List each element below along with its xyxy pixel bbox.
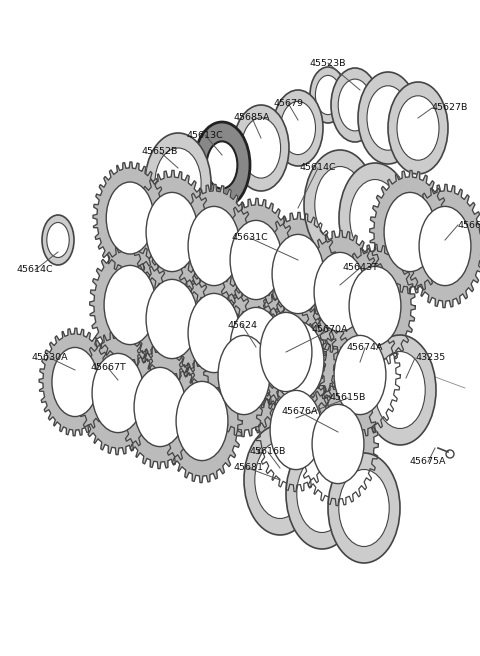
Polygon shape — [216, 198, 296, 321]
Ellipse shape — [47, 222, 69, 258]
Ellipse shape — [176, 381, 228, 461]
Polygon shape — [335, 245, 415, 367]
Ellipse shape — [233, 105, 289, 191]
Ellipse shape — [92, 354, 144, 432]
Text: 45679: 45679 — [273, 98, 303, 108]
Text: 45676A: 45676A — [282, 407, 318, 417]
Ellipse shape — [297, 455, 347, 533]
Polygon shape — [174, 184, 254, 308]
Ellipse shape — [419, 207, 471, 285]
Text: 45643T: 45643T — [342, 264, 378, 272]
Text: 45614C: 45614C — [300, 163, 336, 173]
Ellipse shape — [146, 192, 198, 272]
Polygon shape — [174, 272, 254, 395]
Text: 43235: 43235 — [415, 354, 445, 363]
Ellipse shape — [312, 404, 364, 483]
Polygon shape — [258, 213, 338, 336]
Polygon shape — [258, 299, 338, 422]
Ellipse shape — [52, 348, 98, 417]
Ellipse shape — [255, 441, 305, 518]
Ellipse shape — [375, 352, 425, 428]
Ellipse shape — [134, 367, 186, 447]
Ellipse shape — [104, 266, 156, 344]
Text: 45670A: 45670A — [312, 325, 348, 335]
Ellipse shape — [230, 308, 282, 386]
Ellipse shape — [328, 453, 400, 563]
Text: 45631C: 45631C — [232, 234, 268, 243]
Polygon shape — [78, 331, 158, 455]
Text: 45652B: 45652B — [142, 148, 178, 157]
Text: 45523B: 45523B — [310, 58, 346, 68]
Ellipse shape — [188, 207, 240, 285]
Text: 45624: 45624 — [227, 321, 257, 329]
Polygon shape — [216, 285, 296, 409]
Polygon shape — [90, 243, 170, 367]
Text: 45616B: 45616B — [250, 447, 286, 457]
Text: 45685A: 45685A — [234, 113, 270, 123]
Text: 45667T: 45667T — [90, 363, 126, 373]
Ellipse shape — [397, 96, 439, 160]
Ellipse shape — [334, 335, 386, 415]
Ellipse shape — [270, 390, 322, 470]
Polygon shape — [298, 382, 378, 506]
Ellipse shape — [331, 68, 379, 142]
Text: 45665: 45665 — [458, 220, 480, 230]
Ellipse shape — [145, 133, 211, 233]
Text: 45613C: 45613C — [187, 131, 223, 140]
Ellipse shape — [273, 90, 323, 166]
Polygon shape — [132, 257, 212, 380]
Polygon shape — [246, 291, 326, 413]
Ellipse shape — [244, 425, 316, 535]
Ellipse shape — [286, 439, 358, 549]
Polygon shape — [204, 314, 284, 437]
Ellipse shape — [188, 293, 240, 373]
Polygon shape — [405, 184, 480, 308]
Polygon shape — [39, 328, 111, 436]
Ellipse shape — [272, 234, 324, 314]
Ellipse shape — [304, 150, 376, 260]
Ellipse shape — [206, 141, 238, 189]
Polygon shape — [93, 162, 167, 274]
Ellipse shape — [315, 75, 341, 115]
Ellipse shape — [315, 167, 365, 243]
Text: 45627B: 45627B — [432, 104, 468, 112]
Ellipse shape — [358, 72, 418, 164]
Polygon shape — [162, 359, 242, 483]
Ellipse shape — [194, 122, 250, 208]
Ellipse shape — [260, 312, 312, 392]
Ellipse shape — [364, 335, 436, 445]
Polygon shape — [370, 171, 450, 294]
Text: 45674A: 45674A — [347, 344, 383, 352]
Polygon shape — [120, 346, 200, 468]
Ellipse shape — [241, 118, 281, 178]
Ellipse shape — [146, 279, 198, 359]
Text: 45614C: 45614C — [17, 266, 53, 274]
Polygon shape — [256, 369, 336, 491]
Ellipse shape — [339, 470, 389, 546]
Ellipse shape — [367, 86, 409, 150]
Polygon shape — [132, 171, 212, 294]
Ellipse shape — [388, 82, 448, 174]
Ellipse shape — [349, 266, 401, 346]
Ellipse shape — [280, 102, 315, 155]
Ellipse shape — [310, 67, 346, 123]
Ellipse shape — [338, 79, 372, 131]
Text: 45630A: 45630A — [32, 354, 68, 363]
Ellipse shape — [339, 163, 411, 273]
Ellipse shape — [230, 220, 282, 300]
Polygon shape — [300, 230, 380, 354]
Ellipse shape — [272, 321, 324, 401]
Ellipse shape — [106, 182, 154, 254]
Ellipse shape — [350, 180, 400, 256]
Polygon shape — [320, 314, 400, 437]
Ellipse shape — [314, 253, 366, 331]
Text: 45615B: 45615B — [330, 394, 366, 403]
Ellipse shape — [155, 148, 201, 218]
Ellipse shape — [384, 192, 436, 272]
Text: 45675A: 45675A — [410, 457, 446, 466]
Ellipse shape — [42, 215, 74, 265]
Text: 45681: 45681 — [233, 464, 263, 472]
Ellipse shape — [218, 335, 270, 415]
